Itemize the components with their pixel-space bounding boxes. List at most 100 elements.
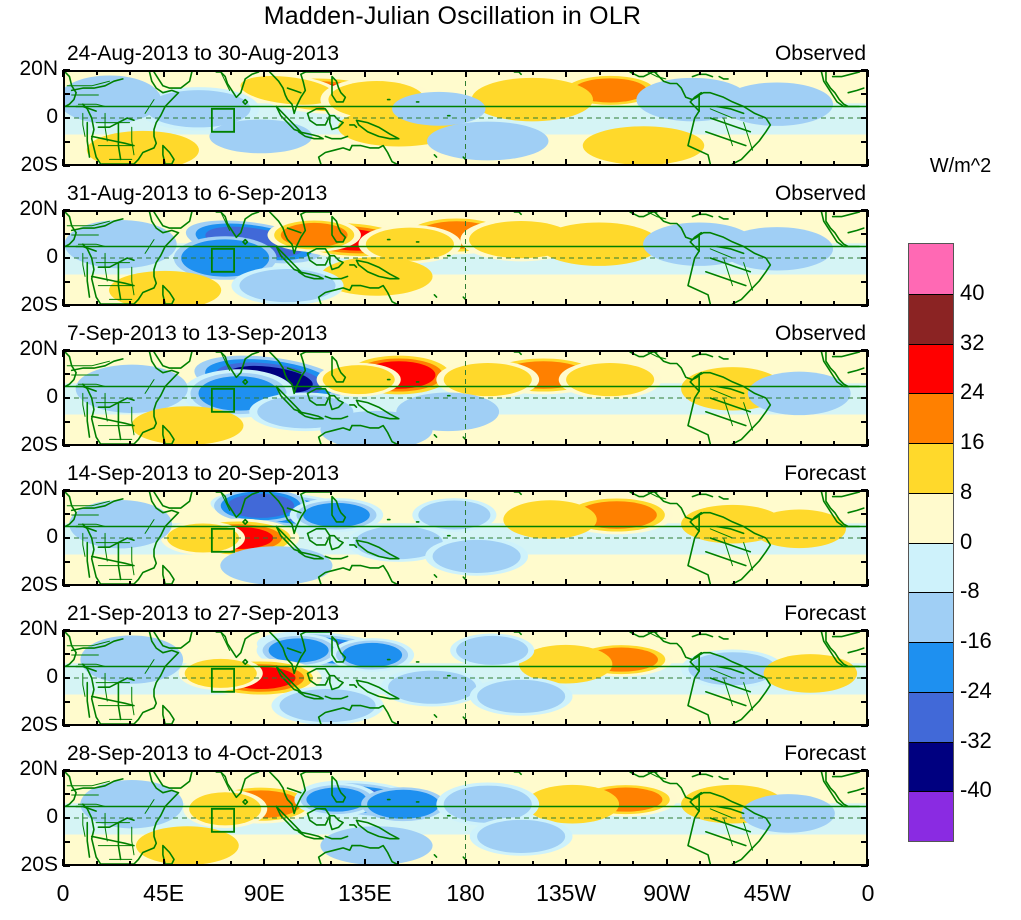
x-tick-mark [296,70,299,75]
x-tick-mark [531,210,534,215]
x-axis-tick-label: 90W [643,880,691,906]
y-tick-mark [861,793,868,795]
x-tick-mark [430,490,433,495]
x-tick-mark [464,159,467,166]
x-tick-mark [565,350,568,357]
x-tick-mark [766,70,769,77]
panel-status-label: Observed [774,42,866,65]
colorbar-tick-label: -24 [960,677,992,703]
y-tick-mark [63,209,70,211]
colorbar-tick-label: -32 [960,727,992,753]
x-tick-mark [129,441,132,446]
x-tick-mark [62,350,64,357]
colorbar-band [909,244,953,294]
x-tick-mark [565,770,568,777]
x-tick-mark [464,70,467,77]
x-tick-mark [665,770,668,777]
x-tick-mark [531,441,534,446]
x-tick-mark [129,350,132,355]
x-tick-mark [95,70,98,75]
x-tick-mark [531,861,534,866]
x-tick-mark [766,579,769,586]
x-tick-mark [665,579,668,586]
x-tick-mark [799,350,802,355]
x-tick-mark [330,350,333,355]
colorbar-units-label: W/m^2 [929,155,992,177]
x-tick-mark [498,861,501,866]
map-panel-2: 31-Aug-2013 to 6-Sep-2013 Observed [62,182,869,307]
x-axis-tick-label: 0 [861,880,875,906]
y-tick-mark [861,373,868,375]
y-tick-mark [861,725,868,727]
map-panel-4: 14-Sep-2013 to 20-Sep-2013 Forecast [62,462,869,587]
x-tick-mark [296,350,299,355]
colorbar-tick-label: 0 [960,528,973,554]
x-tick-mark [565,299,568,306]
map-plot-area [63,350,868,446]
x-tick-mark [867,210,869,217]
x-tick-mark [665,859,668,866]
x-tick-mark [598,581,601,586]
y-tick-mark [861,233,868,235]
x-tick-mark [464,770,467,777]
y-tick-label: 20N [19,57,58,80]
x-tick-mark [229,490,232,495]
panel-status-label: Forecast [784,462,866,485]
x-tick-mark [464,490,467,497]
x-tick-mark [363,159,366,166]
x-tick-mark [95,161,98,166]
x-tick-mark [867,770,869,777]
y-tick-mark [63,445,70,447]
y-tick-mark [63,305,70,307]
x-tick-mark [632,350,635,355]
x-tick-mark [363,299,366,306]
colorbar-band [909,592,953,642]
x-tick-mark [330,161,333,166]
y-tick-mark [63,769,70,771]
x-tick-mark [363,719,366,726]
colorbar-tick-label: 8 [960,478,973,504]
colorbar-band [909,393,953,443]
x-tick-mark [464,859,467,866]
y-tick-label: 20S [20,573,58,596]
page-title: Madden-Julian Oscillation in OLR [263,2,642,30]
x-axis-tick-label: 180 [446,880,485,906]
y-tick-mark [861,653,868,655]
x-tick-mark [397,441,400,446]
y-tick-mark [63,865,70,867]
x-tick-mark [162,579,165,586]
x-tick-mark [699,490,702,495]
y-tick-mark [861,701,868,703]
panel-date-range: 31-Aug-2013 to 6-Sep-2013 [67,182,328,205]
x-tick-mark [62,159,64,166]
x-tick-mark [229,861,232,866]
x-tick-mark [330,490,333,495]
x-tick-mark [565,859,568,866]
y-tick-mark [63,585,70,587]
y-tick-label: 20N [19,617,58,640]
x-tick-mark [430,161,433,166]
x-tick-mark [699,161,702,166]
x-tick-mark [598,721,601,726]
x-tick-mark [766,299,769,306]
x-tick-mark [62,490,64,497]
x-tick-mark [699,70,702,75]
x-tick-mark [531,70,534,75]
x-tick-mark [229,630,232,635]
panel-status-label: Observed [774,322,866,345]
x-tick-mark [296,301,299,306]
x-tick-mark [397,70,400,75]
y-tick-mark [63,117,70,119]
x-tick-mark [665,210,668,217]
y-tick-mark [63,349,70,351]
x-tick-mark [766,719,769,726]
colorbar-band [909,791,953,841]
y-tick-mark [861,281,868,283]
x-axis: 0 45E 90E 135E 180 135W 90W 45W 0 [57,880,875,914]
colorbar-band [909,343,953,394]
x-tick-mark [162,630,165,637]
x-tick-mark [531,161,534,166]
colorbar-tick-label: -40 [960,777,992,803]
x-tick-mark [430,630,433,635]
x-tick-mark [565,210,568,217]
